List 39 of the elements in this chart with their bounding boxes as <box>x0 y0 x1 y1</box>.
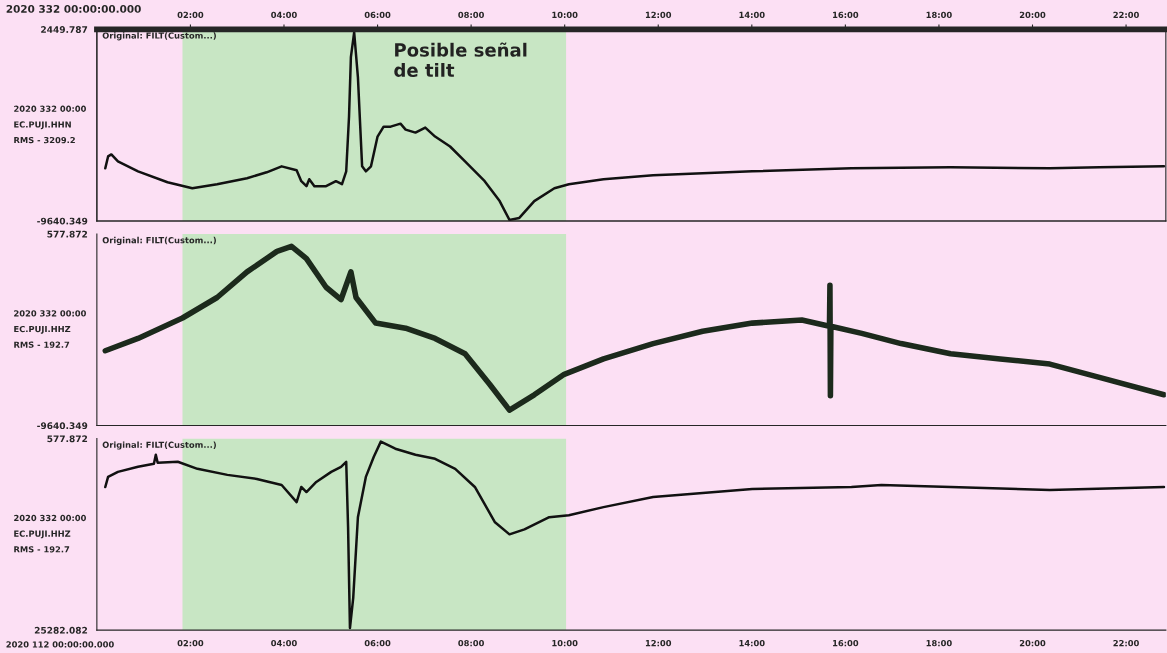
text: 2020 112 00:00:00.000 <box>6 641 114 648</box>
x2-tick-label: 10:00 <box>552 11 578 19</box>
y-axis-title: 2020 332 00:00 EC.PUJI.HHZ RMS - 192.7 <box>14 514 86 553</box>
y-tick-label: 25282.082 <box>34 626 88 634</box>
x2-tick-label: 16:00 <box>833 11 859 19</box>
x2-tick-label: 06:00 <box>364 11 391 19</box>
band-label: Posible señal de tilt <box>394 42 527 77</box>
x2-tick-label: 04:00 <box>271 11 297 19</box>
text: 2020 332 00:00:00.000 <box>6 4 141 13</box>
line-series <box>104 440 1166 630</box>
line-series <box>104 31 1166 221</box>
annotation: Original: FILT(Custom...) <box>102 32 216 41</box>
y-tick-label: 577.872 <box>47 230 88 238</box>
y-tick-label: 577.872 <box>47 435 88 443</box>
x-tick-label: 18:00 <box>926 640 952 647</box>
y-tick-label: 2449.787 <box>41 26 88 33</box>
annotation: Original: FILT(Custom...) <box>102 441 216 450</box>
x-tick-label: 22:00 <box>1113 640 1139 647</box>
x-tick-label: 12:00 <box>645 640 672 647</box>
x-tick-label: 20:00 <box>1019 640 1046 647</box>
x-tick-label: 02:00 <box>177 640 204 647</box>
x2-tick-label: 20:00 <box>1019 11 1046 19</box>
y-tick-label: -9640.349 <box>37 217 88 225</box>
x-tick-label: 04:00 <box>271 640 297 647</box>
x-tick-label: 14:00 <box>739 640 765 647</box>
x2-tick-label: 14:00 <box>739 11 765 19</box>
x2-tick-label: 02:00 <box>177 11 204 19</box>
y-axis-title: 2020 332 00:00 EC.PUJI.HHZ RMS - 192.7 <box>14 310 86 348</box>
x2-tick-label: 12:00 <box>645 11 672 19</box>
y-tick-label: -9640.349 <box>37 422 88 430</box>
annotation: Original: FILT(Custom...) <box>102 236 216 245</box>
x-tick-label: 06:00 <box>364 640 391 647</box>
x-tick-label: 08:00 <box>458 640 484 647</box>
x-tick-label: 16:00 <box>833 640 859 647</box>
x2-tick-label: 18:00 <box>926 11 952 19</box>
x2-tick-label: 08:00 <box>458 11 484 19</box>
x2-tick-label: 22:00 <box>1113 11 1139 19</box>
y-axis-title: 2020 332 00:00 EC.PUJI.HHN RMS - 3209.2 <box>14 105 86 144</box>
x-tick-label: 10:00 <box>552 640 578 647</box>
